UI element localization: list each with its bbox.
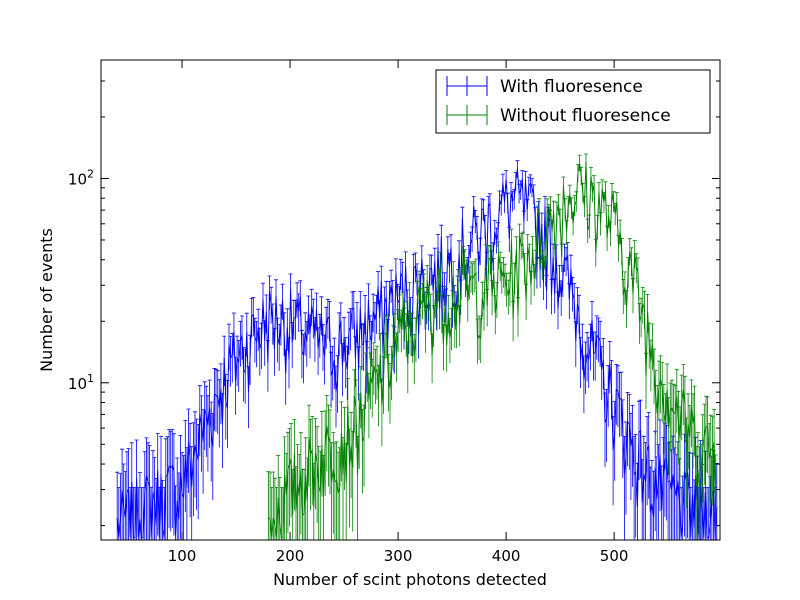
legend-entry: With fluoresence xyxy=(446,76,643,97)
series-2 xyxy=(266,153,718,540)
y-tick-label: 101 xyxy=(68,372,94,393)
series-1-line xyxy=(116,168,718,538)
legend: With fluoresence Without fluoresence xyxy=(435,69,711,134)
series-2-line xyxy=(268,161,717,538)
y-tick-base: 10 xyxy=(68,375,87,393)
x-tick-label: 500 xyxy=(600,547,629,565)
legend-label: Without fluoresence xyxy=(500,106,671,126)
y-axis-label: Number of events xyxy=(37,228,56,372)
y-tick-base: 10 xyxy=(68,170,87,188)
legend-label: With fluoresence xyxy=(500,77,643,97)
series-layer xyxy=(115,153,719,540)
y-tick-label: 102 xyxy=(68,167,94,188)
y-tick-exponent: 2 xyxy=(87,167,94,180)
series-1 xyxy=(115,160,719,540)
plot-frame xyxy=(100,59,721,541)
x-tick-label: 400 xyxy=(492,547,521,565)
x-tick-label: 100 xyxy=(168,547,197,565)
x-tick-label: 300 xyxy=(384,547,413,565)
y-tick-exponent: 1 xyxy=(87,372,94,385)
x-tick-label: 200 xyxy=(276,547,305,565)
legend-box xyxy=(435,69,711,134)
x-axis-label: Number of scint photons detected xyxy=(273,570,547,589)
legend-entry: Without fluoresence xyxy=(446,105,671,126)
x-axis: 100 200 300 400 500 xyxy=(168,60,629,565)
